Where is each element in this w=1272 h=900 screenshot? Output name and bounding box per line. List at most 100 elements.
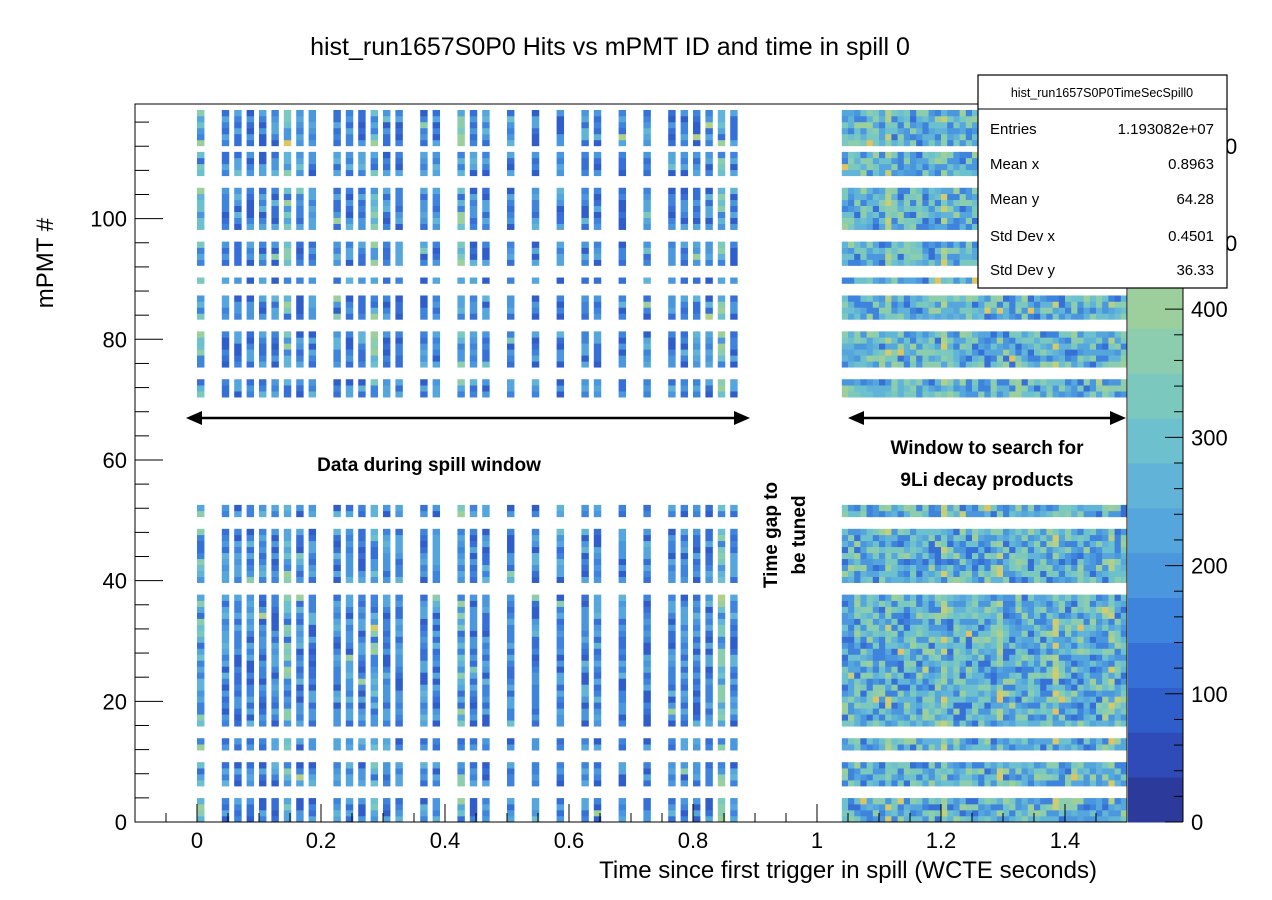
heatmap-cell (383, 744, 391, 751)
heatmap-cell (990, 504, 998, 512)
heatmap-cell (333, 534, 341, 542)
heatmap-cell (879, 696, 886, 703)
heatmap-cell (916, 624, 923, 631)
heatmap-cell (668, 127, 676, 135)
heatmap-cell (259, 331, 267, 338)
heatmap-cell (234, 504, 242, 512)
heatmap-cell (221, 564, 230, 571)
heatmap-cell (643, 690, 651, 697)
heatmap-cell (643, 510, 651, 518)
heatmap-cell (395, 636, 403, 643)
heatmap-cell (885, 654, 892, 661)
heatmap-cell (910, 247, 917, 254)
heatmap-cell (296, 666, 304, 673)
heatmap-cell (531, 570, 540, 577)
heatmap-cell (581, 546, 589, 554)
heatmap-cell (916, 133, 923, 141)
heatmap-cell (879, 534, 886, 542)
heatmap-cell (469, 379, 478, 386)
heatmap-cell (916, 576, 923, 583)
heatmap-cell (934, 133, 942, 141)
heatmap-cell (730, 804, 738, 811)
heatmap-cell (891, 690, 898, 697)
heatmap-cell (370, 391, 379, 398)
heatmap-cell (953, 696, 960, 703)
heatmap-cell (891, 223, 898, 230)
heatmap-cell (941, 672, 948, 679)
heatmap-cell (885, 253, 892, 260)
heatmap-cell (891, 660, 898, 667)
heatmap-cell (965, 600, 973, 607)
heatmap-cell (593, 678, 602, 685)
heatmap-cell (668, 738, 676, 745)
heatmap-cell (259, 738, 267, 745)
heatmap-cell (941, 642, 948, 649)
heatmap-cell (941, 247, 948, 254)
heatmap-cell (197, 337, 205, 344)
heatmap-cell (928, 780, 936, 787)
heatmap-cell (693, 391, 701, 398)
heatmap-cell (618, 720, 627, 727)
heatmap-cell (885, 648, 892, 655)
heatmap-cell (860, 654, 867, 661)
heatmap-cell (234, 337, 242, 344)
heatmap-cell (370, 780, 379, 787)
heatmap-cell (1027, 708, 1035, 715)
heatmap-cell (953, 702, 960, 709)
heatmap-cell (581, 379, 589, 386)
heatmap-cell (556, 205, 565, 212)
heatmap-cell (308, 295, 317, 302)
heatmap-cell (680, 127, 689, 135)
heatmap-cell (643, 768, 651, 775)
heatmap-cell (990, 636, 998, 643)
heatmap-cell (984, 546, 991, 554)
heatmap-cell (860, 642, 867, 649)
heatmap-cell (469, 816, 478, 823)
heatmap-cell (854, 714, 861, 721)
heatmap-cell (1003, 744, 1010, 751)
heatmap-cell (556, 630, 565, 637)
heatmap-cell (928, 259, 936, 266)
heatmap-cell (197, 223, 205, 230)
heatmap-cell (593, 127, 602, 135)
heatmap-cell (668, 702, 676, 709)
heatmap-cell (860, 247, 867, 254)
heatmap-cell (296, 223, 304, 230)
heatmap-cell (934, 115, 942, 123)
heatmap-cell (593, 630, 602, 637)
heatmap-cell (866, 708, 874, 715)
heatmap-cell (959, 313, 967, 320)
heatmap-cell (432, 696, 441, 703)
heatmap-cell (345, 277, 354, 284)
heatmap-cell (959, 612, 967, 619)
heatmap-cell (333, 594, 341, 601)
heatmap-cell (556, 127, 565, 135)
heatmap-cell (581, 343, 589, 350)
heatmap-cell (383, 552, 391, 560)
heatmap-cell (482, 636, 490, 643)
heatmap-cell (866, 211, 874, 218)
heatmap-cell (333, 211, 341, 218)
heatmap-cell (897, 606, 905, 613)
heatmap-cell (984, 349, 991, 356)
heatmap-cell (705, 600, 713, 607)
heatmap-cell (296, 816, 304, 823)
heatmap-cell (197, 564, 205, 571)
heatmap-cell (1009, 594, 1016, 601)
heatmap-cell (246, 702, 255, 709)
heatmap-cell (383, 295, 391, 302)
heatmap-cell (965, 762, 973, 769)
heatmap-cell (941, 187, 948, 195)
heatmap-cell (345, 798, 354, 805)
heatmap-cell (885, 391, 892, 398)
heatmap-cell (581, 115, 589, 123)
heatmap-cell (680, 355, 689, 362)
heatmap-cell (965, 630, 973, 637)
heatmap-cell (984, 690, 991, 697)
heatmap-cell (643, 343, 651, 350)
heatmap-cell (581, 624, 589, 631)
heatmap-cell (953, 301, 960, 308)
heatmap-cell (1021, 301, 1029, 308)
heatmap-cell (978, 630, 985, 637)
heatmap-cell (283, 762, 292, 769)
